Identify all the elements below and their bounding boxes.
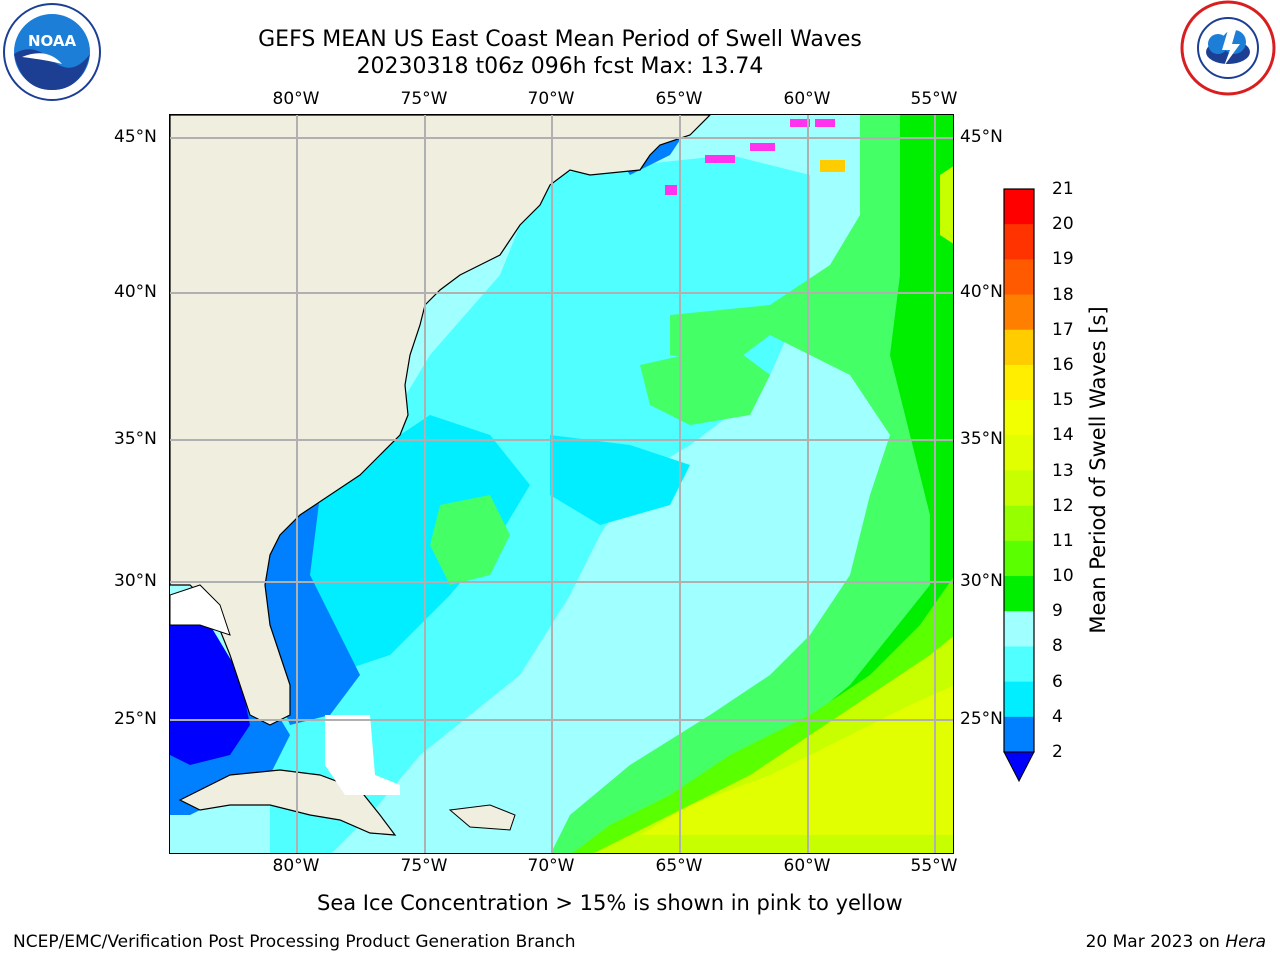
lon-label-bottom-55w: 55°W [910, 856, 958, 876]
colorbar-band [1004, 259, 1034, 296]
land-hispaniola [448, 804, 516, 831]
lat-label-left-35n: 35°N [114, 429, 157, 449]
footer-date-text: 20 Mar 2023 on [1085, 932, 1220, 952]
lon-label-top-55w: 55°W [910, 89, 958, 109]
colorbar-band [1004, 505, 1034, 542]
lon-label-bottom-80w: 80°W [272, 856, 320, 876]
lon-label-bottom-70w: 70°W [527, 856, 575, 876]
colorbar-tick-label: 8 [1052, 636, 1063, 657]
colorbar-band [1004, 470, 1034, 507]
lat-label-right-40n: 40°N [960, 282, 1003, 302]
colorbar-title: Mean Period of Swell Waves [s] [1086, 306, 1110, 634]
footer-date: 20 Mar 2023 on Hera [1086, 932, 1266, 952]
colorbar-tick-label: 13 [1052, 460, 1074, 481]
lon-label-top-70w: 70°W [527, 89, 575, 109]
swell-period-map [170, 115, 953, 853]
lat-label-right-30n: 30°N [960, 571, 1003, 591]
colorbar-tick-label: 16 [1052, 354, 1074, 375]
colorbar-tick-label: 9 [1052, 601, 1063, 622]
sea-ice-patches [665, 119, 845, 195]
colorbar-band [1004, 364, 1034, 401]
lat-label-left-30n: 30°N [114, 571, 157, 591]
masked-bahamas [325, 715, 400, 795]
field-green-blob-2 [640, 345, 770, 425]
colorbar-band [1004, 611, 1034, 647]
colorbar-band [1004, 224, 1034, 260]
colorbar-tick-label: 17 [1052, 319, 1074, 340]
colorbar-tick-label: 4 [1052, 706, 1063, 727]
lat-label-left-25n: 25°N [114, 709, 157, 729]
colorbar-tick-label: 19 [1052, 249, 1074, 270]
colorbar-band [1004, 400, 1034, 436]
colorbar-band [1004, 540, 1034, 577]
lat-label-right-45n: 45°N [960, 127, 1003, 147]
lon-label-bottom-65w: 65°W [655, 856, 703, 876]
colorbar-band [1004, 189, 1034, 225]
colorbar-tick-label: 12 [1052, 495, 1074, 516]
svg-text:NOAA: NOAA [28, 32, 77, 50]
sea-ice-note: Sea Ice Concentration > 15% is shown in … [317, 891, 903, 915]
colorbar-tick-label: 18 [1052, 284, 1074, 305]
colorbar-tick-label: 2 [1052, 742, 1063, 762]
map-panel [169, 114, 954, 854]
colorbar-tick-label: 21 [1052, 179, 1074, 199]
field-lime-inner [640, 685, 953, 835]
lon-label-top-60w: 60°W [783, 89, 831, 109]
colorbar-band [1004, 329, 1034, 366]
chart-subtitle: 20230318 t06z 096h fcst Max: 13.74 [356, 54, 764, 79]
lon-label-top-80w: 80°W [272, 89, 320, 109]
colorbar-band [1004, 716, 1034, 753]
colorbar-tick-label: 15 [1052, 390, 1074, 411]
colorbar-tick-label: 14 [1052, 425, 1074, 446]
field-lime-ne [940, 166, 953, 244]
colorbar-tick-label: 11 [1052, 530, 1074, 551]
field-green-bright [632, 115, 953, 853]
lat-label-right-25n: 25°N [960, 709, 1003, 729]
colorbar-band [1004, 294, 1034, 331]
lon-label-top-65w: 65°W [655, 89, 703, 109]
field-blue-deep [170, 625, 250, 765]
colorbar-tick-label: 10 [1052, 566, 1074, 587]
lon-label-bottom-75w: 75°W [400, 856, 448, 876]
lat-label-left-40n: 40°N [114, 282, 157, 302]
field-blue-coastal [265, 495, 360, 725]
colorbar-band [1004, 681, 1034, 718]
footer-credit: NCEP/EMC/Verification Post Processing Pr… [13, 932, 576, 952]
field-green-light [551, 115, 953, 853]
land-gulf-coast [170, 584, 231, 636]
lon-label-bottom-60w: 60°W [783, 856, 831, 876]
colorbar-band [1004, 576, 1034, 612]
noaa-logo: NOAA [2, 2, 102, 102]
lon-label-top-75w: 75°W [400, 89, 448, 109]
colorbar-band [1004, 646, 1034, 683]
footer-host: Hera [1225, 932, 1266, 952]
field-green-blob-1 [430, 495, 510, 585]
graticule [170, 115, 953, 853]
lat-label-right-35n: 35°N [960, 429, 1003, 449]
colorbar-tick-label: 20 [1052, 214, 1074, 235]
chart-title: GEFS MEAN US East Coast Mean Period of S… [258, 27, 862, 52]
nws-logo [1178, 0, 1278, 100]
field-deep-cyan-2 [550, 435, 690, 525]
colorbar-tick-label: 6 [1052, 671, 1063, 692]
lat-label-left-45n: 45°N [114, 127, 157, 147]
colorbar [1003, 188, 1035, 783]
colorbar-band [1004, 435, 1034, 471]
